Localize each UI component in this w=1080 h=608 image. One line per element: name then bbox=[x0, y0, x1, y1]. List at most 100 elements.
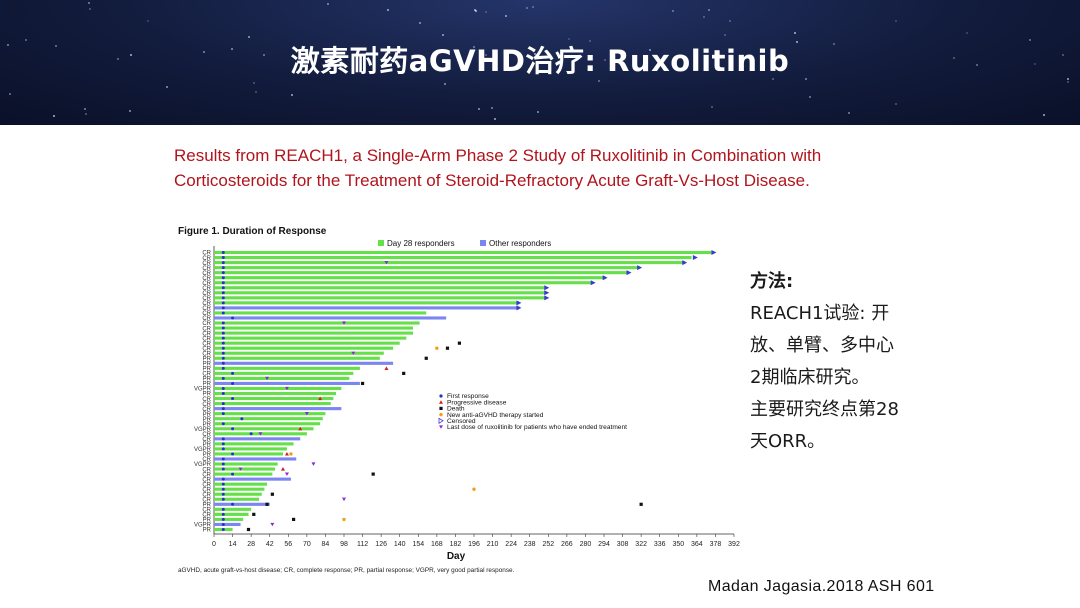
other-responder-bar bbox=[214, 361, 394, 365]
legend-new-therapy-label: New anti-aGVHD therapy started bbox=[447, 412, 544, 419]
star-dot bbox=[796, 41, 798, 43]
star-dot bbox=[442, 34, 444, 36]
day28-responder-bar bbox=[214, 341, 400, 345]
x-tick-label: 294 bbox=[598, 541, 610, 548]
first-response-marker bbox=[231, 427, 235, 431]
x-tick-label: 126 bbox=[375, 541, 387, 548]
row-response-label: PR bbox=[203, 382, 212, 388]
first-response-marker bbox=[221, 412, 225, 416]
study-subtitle: Results from REACH1, a Single-Arm Phase … bbox=[174, 143, 934, 193]
methods-line-2: 放、单臂、多中心 bbox=[750, 335, 894, 356]
legend-death-label: Death bbox=[447, 406, 465, 413]
row-response-label: CR bbox=[202, 281, 211, 287]
row-response-label: PR bbox=[203, 377, 212, 383]
row-response-label: PR bbox=[203, 356, 212, 362]
death-marker bbox=[402, 371, 406, 375]
star-dot bbox=[485, 11, 487, 13]
duration-of-response-figure: Figure 1. Duration of Response Day 28 res… bbox=[174, 220, 749, 585]
star-dot bbox=[9, 93, 11, 95]
star-dot bbox=[84, 108, 86, 110]
row-response-label: PR bbox=[203, 422, 212, 428]
first-response-marker bbox=[231, 316, 235, 320]
first-response-marker bbox=[231, 452, 235, 456]
star-dot bbox=[1062, 54, 1064, 56]
row-response-label: CR bbox=[202, 301, 211, 307]
day28-responder-bar bbox=[214, 482, 268, 486]
day28-responder-bar bbox=[214, 391, 337, 396]
legend-progressive-label: Progressive disease bbox=[447, 399, 507, 406]
x-tick-label: 140 bbox=[394, 541, 406, 548]
last-dose-marker bbox=[311, 462, 316, 466]
other-responder-bar bbox=[214, 407, 342, 411]
star-dot bbox=[263, 54, 265, 56]
death-marker bbox=[265, 502, 269, 506]
star-dot bbox=[724, 34, 726, 36]
day28-responder-bar bbox=[214, 402, 331, 406]
first-response-marker bbox=[221, 447, 225, 451]
star-dot bbox=[534, 53, 536, 55]
row-response-label: CR bbox=[202, 508, 211, 514]
last-dose-marker bbox=[258, 432, 263, 436]
star-dot bbox=[7, 44, 9, 46]
censored-arrow bbox=[602, 275, 608, 281]
row-response-label: CR bbox=[202, 316, 211, 322]
x-tick-label: 28 bbox=[247, 541, 255, 548]
star-dot bbox=[166, 86, 168, 88]
row-response-label: PR bbox=[203, 518, 212, 524]
day28-responder-bar bbox=[214, 366, 360, 370]
last-dose-marker bbox=[284, 386, 289, 391]
row-response-label: CR bbox=[202, 351, 211, 357]
row-response-label: CR bbox=[202, 336, 211, 342]
first-response-marker bbox=[240, 417, 244, 421]
first-response-marker bbox=[221, 276, 225, 280]
row-response-label: PR bbox=[203, 442, 212, 448]
day28-responder-bar bbox=[214, 422, 321, 426]
row-response-label: CR bbox=[202, 311, 211, 317]
row-response-label: CR bbox=[202, 291, 211, 297]
star-dot bbox=[526, 7, 528, 9]
x-tick-label: 0 bbox=[212, 541, 216, 548]
row-response-label: CR bbox=[202, 261, 211, 267]
legend-first-response-marker bbox=[439, 394, 443, 398]
star-dot bbox=[953, 57, 955, 59]
legend-progressive-marker bbox=[439, 400, 443, 404]
star-dot bbox=[474, 9, 476, 11]
first-response-marker bbox=[221, 281, 225, 285]
legend-day28-label: Day 28 responders bbox=[387, 239, 455, 248]
star-dot bbox=[598, 80, 600, 82]
first-response-marker bbox=[221, 341, 225, 345]
row-response-label: PR bbox=[203, 392, 212, 398]
star-dot bbox=[53, 115, 55, 117]
last-dose-marker bbox=[342, 321, 346, 325]
legend-censored-label: Censored bbox=[447, 418, 476, 425]
star-dot bbox=[1043, 114, 1045, 116]
other-responder-bar bbox=[214, 306, 520, 310]
first-response-marker bbox=[221, 507, 225, 511]
star-dot bbox=[532, 6, 534, 8]
first-response-marker bbox=[221, 261, 225, 265]
first-response-marker bbox=[221, 527, 225, 531]
first-response-marker bbox=[221, 512, 225, 516]
day28-responder-bar bbox=[214, 281, 593, 285]
star-dot bbox=[491, 107, 493, 109]
first-response-marker bbox=[221, 392, 225, 396]
x-tick-label: 322 bbox=[635, 541, 647, 548]
x-tick-label: 252 bbox=[542, 541, 554, 548]
first-response-marker bbox=[221, 522, 225, 526]
day28-responder-bar bbox=[214, 250, 712, 255]
row-response-label: CR bbox=[202, 513, 211, 519]
x-tick-label: 336 bbox=[654, 541, 666, 548]
first-response-marker bbox=[221, 457, 225, 461]
star-dot bbox=[809, 96, 811, 98]
day28-responder-bar bbox=[214, 376, 350, 380]
death-marker bbox=[291, 517, 296, 522]
death-marker bbox=[639, 502, 643, 506]
citation: Madan Jagasia.2018 ASH 601 bbox=[708, 578, 935, 595]
methods-line-5: 天ORR。 bbox=[750, 431, 826, 452]
row-response-label: CR bbox=[202, 326, 211, 332]
star-dot bbox=[203, 51, 205, 53]
day28-responder-bar bbox=[214, 371, 354, 375]
first-response-marker bbox=[231, 502, 235, 506]
star-dot bbox=[248, 36, 250, 38]
legend-death-marker bbox=[439, 406, 443, 410]
